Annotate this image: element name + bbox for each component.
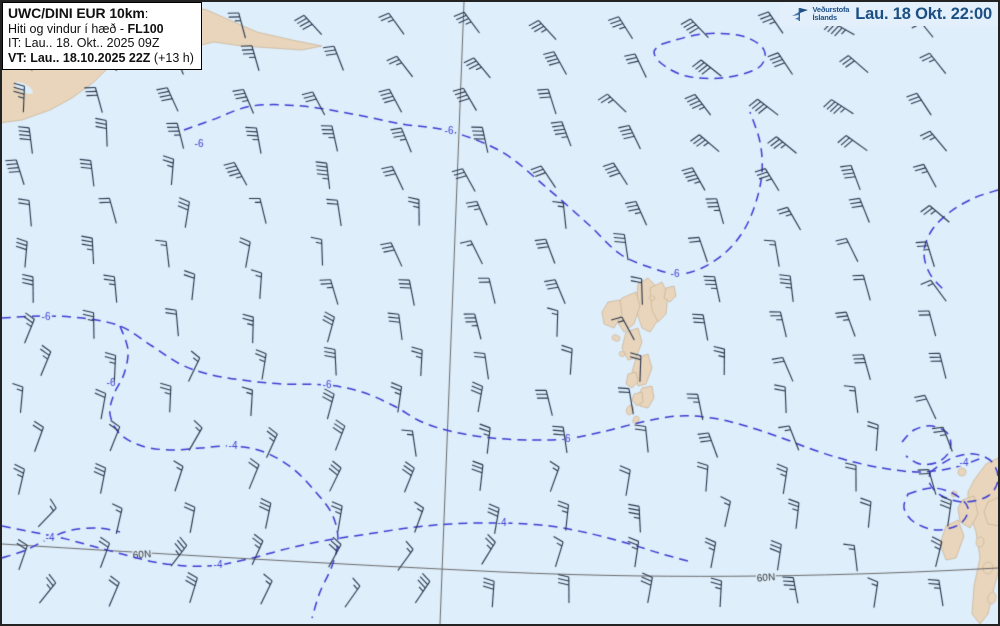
product-title-main: UWC/DINI EUR 10km bbox=[8, 5, 145, 21]
product-title-suffix: : bbox=[144, 6, 149, 21]
product-init-time: IT: Lau.. 18. Okt.. 2025 09Z bbox=[8, 36, 160, 50]
product-flight-level: FL100 bbox=[127, 21, 164, 36]
brand-text: Veðurstofa Íslands bbox=[812, 4, 850, 23]
weather-vane-icon bbox=[791, 8, 808, 21]
product-parameter: Hiti og vindur í hæð - FL100 bbox=[8, 22, 194, 37]
brand-line-2: Íslands bbox=[812, 13, 838, 22]
brand-logo-group: Veðurstofa Íslands bbox=[790, 4, 850, 23]
product-parameter-prefix: Hiti og vindur í hæð - bbox=[8, 21, 128, 36]
product-title: UWC/DINI EUR 10km: bbox=[8, 6, 194, 22]
product-valid-time: VT: Lau.. 18.10.2025 22Z (+13 h) bbox=[8, 51, 194, 66]
header-date-label: Lau. 18 Okt. 22:00 bbox=[855, 4, 992, 23]
product-info-box: UWC/DINI EUR 10km: Hiti og vindur í hæð … bbox=[2, 2, 202, 70]
product-valid-time-value: VT: Lau.. 18.10.2025 22Z bbox=[8, 50, 151, 65]
header-bar: Veðurstofa Íslands Lau. 18 Okt. 22:00 bbox=[779, 2, 998, 26]
product-valid-time-offset: (+13 h) bbox=[150, 50, 194, 65]
brand-line-1: Veðurstofa bbox=[812, 4, 850, 14]
